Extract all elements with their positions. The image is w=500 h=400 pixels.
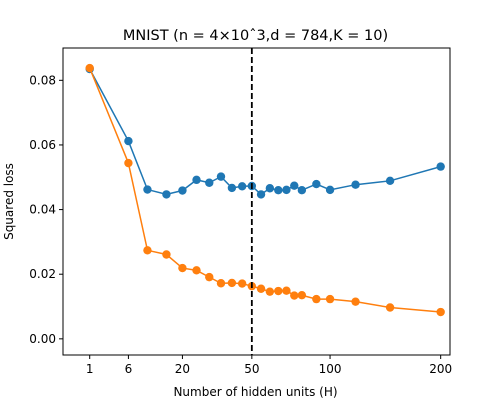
series-2-point [205,272,214,282]
series-1-point [265,184,275,193]
y-tick-label: 0.06 [29,138,56,152]
x-axis-label: Number of hidden units (H) [173,385,337,399]
series-2-point [216,279,226,288]
series-2-point [351,297,360,306]
x-tick-label: 1 [86,362,94,376]
x-tick-label: 20 [175,362,190,376]
series-1-point [312,179,321,189]
series-2-point [162,250,171,259]
series-1-point [227,183,237,193]
y-tick-label: 0.04 [29,203,56,217]
series-line-1 [89,68,441,196]
series-1-point [274,185,283,195]
series-1-point [124,136,133,146]
series-2-point [290,291,299,300]
series-2-point [265,287,275,296]
series-2-point [385,303,395,312]
series-2-point [237,279,247,288]
series-1-point [325,185,335,195]
y-tick-label: 0.02 [29,267,56,281]
series-1-point [351,180,360,189]
chart-title: MNIST (n = 4×10ˆ3,d = 784,K = 10) [123,28,388,44]
x-tick-label: 200 [429,362,452,376]
y-axis-label: Squared loss [2,163,16,240]
series-1-point [205,178,214,187]
series-1-point [178,186,187,195]
series-1-point [436,162,445,171]
series-2-point [312,294,321,304]
series-2-point [325,294,335,304]
y-tick-label: 0.00 [29,332,56,346]
chart-marks [85,48,445,355]
series-2-point [227,278,237,288]
series-2-point [256,284,266,293]
series-line-2 [89,67,441,313]
x-tick-label: 100 [319,362,342,376]
series-2-point [143,246,152,255]
series-1-point [256,190,266,199]
series-1-point [290,181,299,190]
series-1-point [297,185,307,195]
y-tick-label: 0.08 [29,73,56,87]
series-1-point [143,185,152,194]
x-tick-label: 6 [125,362,133,376]
series-1-point [216,172,226,181]
series-1-point [385,176,395,186]
series-2-point [436,307,445,317]
series-2-point [274,286,283,296]
series-2-point [282,286,291,295]
series-1-point [282,185,291,195]
series-2-point [192,266,201,275]
plot-frame [62,47,451,356]
series-2-point [124,158,133,168]
x-axis: 1 6 20 50 100 200 [86,355,452,376]
series-1-point [192,175,201,185]
series-2-point [178,263,187,273]
series-2-point [297,291,307,300]
x-tick-label: 50 [244,362,259,376]
y-axis: 0.00 0.02 0.04 0.06 0.08 [29,73,63,346]
series-1-point [237,182,247,191]
series-1-point [162,190,171,199]
series-2-point [85,63,94,73]
